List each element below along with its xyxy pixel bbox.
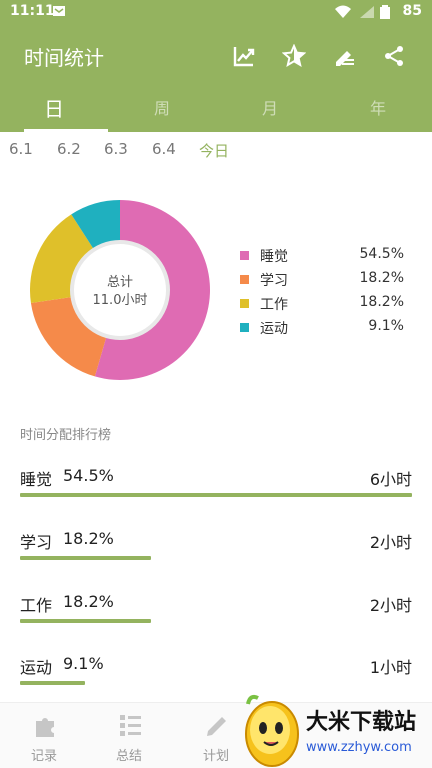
puzzle-icon [36,718,54,737]
date-item-today[interactable]: 今日 [199,142,230,160]
legend-swatch [240,275,249,284]
bottom-nav: 记录 总结 计划 [0,702,432,768]
date-item[interactable]: 6.4 [152,140,176,158]
mascot-icon [245,694,299,767]
app-bar: 时间统计 [0,24,432,88]
watermark-url: www.zzhyw.com [306,740,412,755]
ranking-name: 睡觉 [20,470,53,489]
signal-icon [360,6,374,18]
donut-slice [30,214,96,303]
period-tabs: 日 周 月 年 [0,88,432,132]
legend-item: 睡觉 54.5% [240,246,410,266]
battery-level: 85 [402,3,422,19]
donut-hole [70,240,170,340]
list-tree-icon [120,715,141,736]
ranking-row[interactable]: 睡觉 54.5% 6小时 [20,466,412,506]
ranking-percent: 18.2% [63,592,114,611]
nav-plan[interactable]: 计划 [176,703,256,768]
pencil-icon [207,717,226,736]
ranking-title: 时间分配排行榜 [20,428,112,443]
donut-slice [94,200,210,380]
ranking-time: 1小时 [369,658,412,677]
ranking-time: 6小时 [369,470,412,489]
message-icon [53,6,65,16]
nav-summary[interactable]: 总结 [89,703,169,768]
date-item[interactable]: 6.2 [57,140,81,158]
ranking-bar [20,556,151,560]
battery-icon [380,5,390,19]
page-title: 时间统计 [24,46,104,70]
legend-value: 54.5% [359,246,404,262]
donut-center-label: 总计 [107,275,133,290]
ranking-time: 2小时 [369,596,412,615]
ranking-time: 2小时 [369,533,412,552]
legend-label: 睡觉 [260,249,288,265]
nav-label: 总结 [115,749,142,764]
nav-label: 计划 [202,749,229,764]
star-icon[interactable] [280,42,308,70]
time-distribution-chart: 总计 11.0小时 睡觉 54.5% 学习 18.2% 工作 18.2% 运动 … [0,190,432,390]
tab-day[interactable]: 日 [0,88,108,132]
watermark-title: 大米下载站 [306,710,417,735]
ranking-bar [20,681,85,685]
donut-slice [30,296,108,377]
date-selector: 6.1 6.2 6.3 6.4 今日 [0,140,432,166]
legend-value: 18.2% [359,294,404,310]
ranking-name: 工作 [20,596,53,615]
tab-year[interactable]: 年 [369,99,386,118]
ranking-bar [20,493,412,497]
ranking-row[interactable]: 运动 9.1% 1小时 [20,654,412,694]
ranking-percent: 18.2% [63,529,114,548]
ranking-name: 学习 [20,533,53,552]
share-icon[interactable] [380,42,408,70]
legend-value: 18.2% [359,270,404,286]
watermark-logo: 大米下载站 www.zzhyw.com [236,690,432,768]
ranking-row[interactable]: 工作 18.2% 2小时 [20,592,412,632]
legend-item: 工作 18.2% [240,294,410,314]
nav-label: 记录 [30,749,57,764]
tab-week[interactable]: 周 [153,99,170,118]
chart-line-icon[interactable] [230,42,258,70]
ranking-row[interactable]: 学习 18.2% 2小时 [20,529,412,569]
ranking-percent: 9.1% [63,654,104,673]
status-time: 11:11 [10,3,55,19]
donut-center-value: 11.0小时 [93,293,148,308]
legend-label: 学习 [260,273,288,289]
status-bar: 11:11 85 [0,0,432,24]
legend-item: 运动 9.1% [240,318,410,338]
legend-swatch [240,323,249,332]
ranking-name: 运动 [20,658,53,677]
ranking-percent: 54.5% [63,466,114,485]
date-item[interactable]: 6.3 [104,140,128,158]
donut-slice [71,200,120,252]
wifi-icon [335,5,351,18]
legend-label: 运动 [260,321,288,337]
nav-record[interactable]: 记录 [4,703,84,768]
edit-list-icon[interactable] [330,42,358,70]
date-item[interactable]: 6.1 [9,140,33,158]
legend-value: 9.1% [368,318,404,334]
ranking-bar [20,619,151,623]
legend-item: 学习 18.2% [240,270,410,290]
legend-swatch [240,251,249,260]
donut-chart: 总计 11.0小时 [30,200,210,380]
legend-swatch [240,299,249,308]
tab-month[interactable]: 月 [261,99,278,118]
legend-label: 工作 [260,297,288,313]
